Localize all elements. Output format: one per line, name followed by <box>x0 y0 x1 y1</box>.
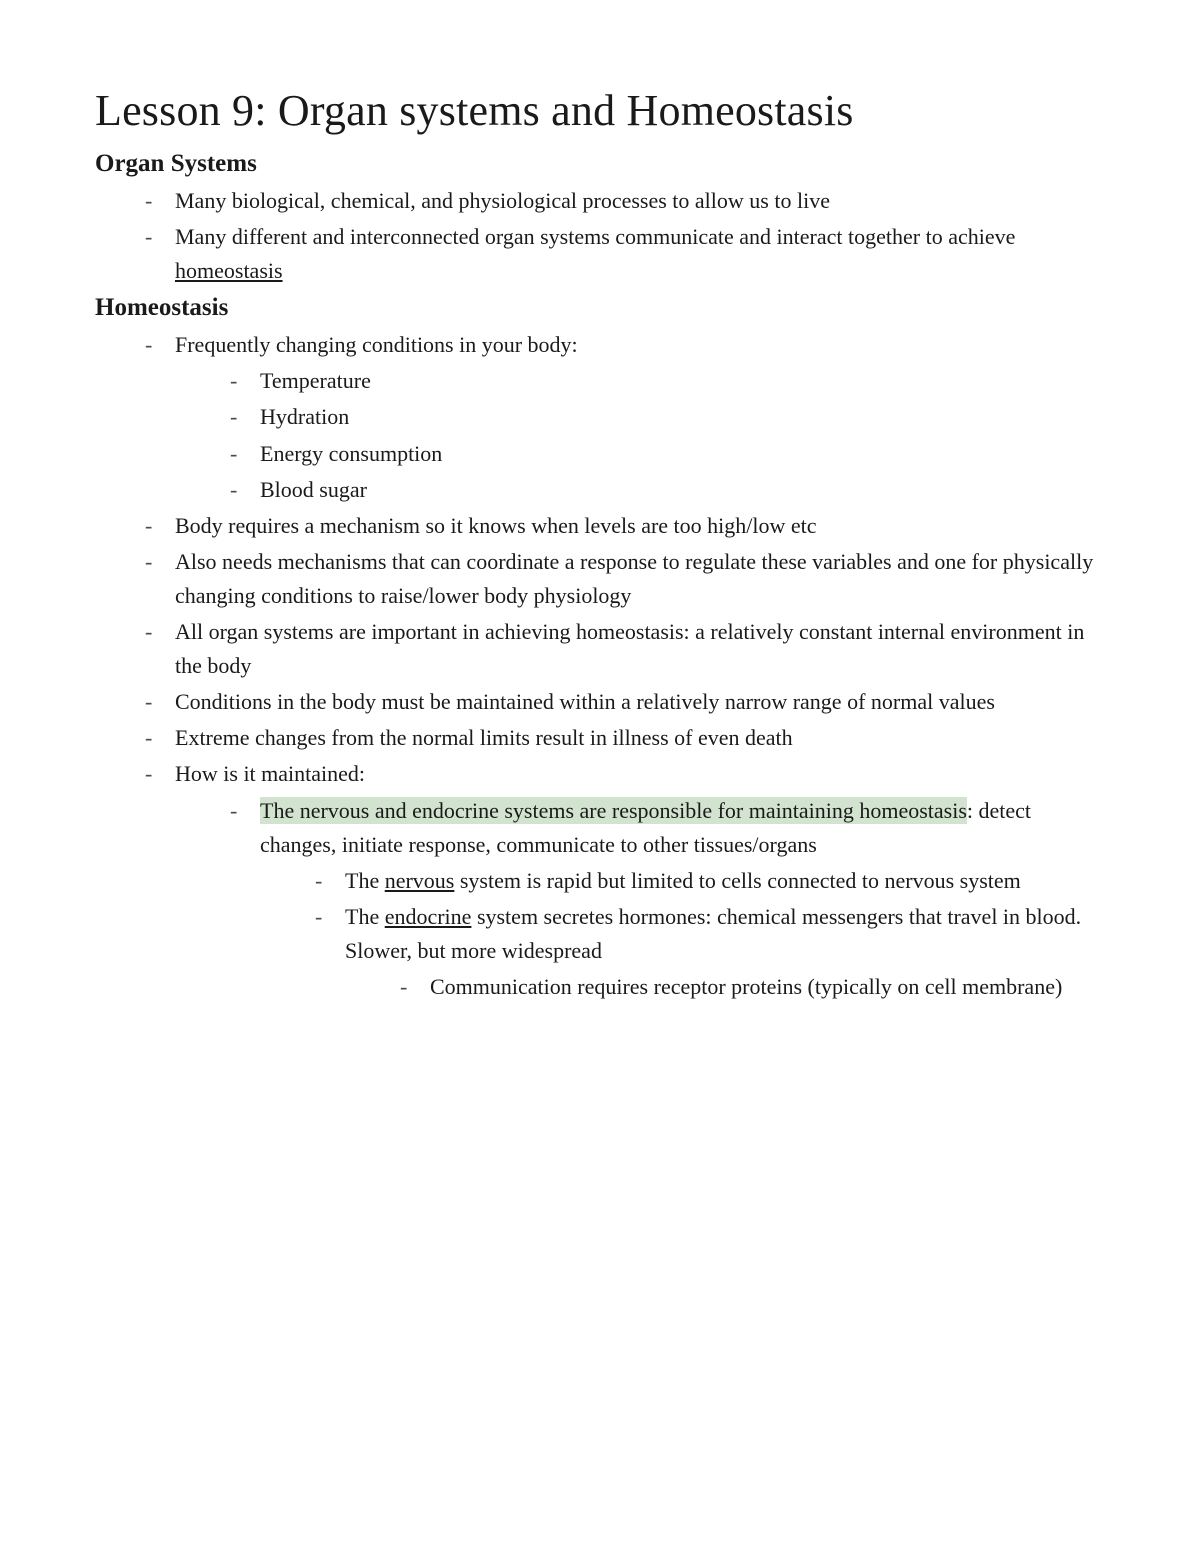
text: How is it maintained: <box>175 761 365 786</box>
text: Many different and interconnected organ … <box>175 224 1015 249</box>
homeostasis-list: Frequently changing conditions in your b… <box>95 328 1105 1004</box>
list-item: Many different and interconnected organ … <box>145 220 1105 288</box>
document-page: Lesson 9: Organ systems and Homeostasis … <box>0 0 1200 1066</box>
list-item: The nervous and endocrine systems are re… <box>230 794 1105 1005</box>
organ-systems-list: Many biological, chemical, and physiolog… <box>95 184 1105 288</box>
section-heading-homeostasis: Homeostasis <box>95 294 1105 322</box>
endocrine-sublist: Communication requires receptor proteins… <box>345 970 1105 1004</box>
list-item: Communication requires receptor proteins… <box>400 970 1105 1004</box>
highlighted-text: The nervous and endocrine systems are re… <box>260 797 967 824</box>
list-item: Temperature <box>230 364 1105 398</box>
underlined-term: homeostasis <box>175 258 283 283</box>
maintained-sublist: The nervous and endocrine systems are re… <box>175 794 1105 1005</box>
conditions-sublist: Temperature Hydration Energy consumption… <box>175 364 1105 506</box>
list-item: Body requires a mechanism so it knows wh… <box>145 509 1105 543</box>
list-item: All organ systems are important in achie… <box>145 615 1105 683</box>
systems-sublist: The nervous system is rapid but limited … <box>260 864 1105 1004</box>
list-item: How is it maintained: The nervous and en… <box>145 757 1105 1004</box>
page-title: Lesson 9: Organ systems and Homeostasis <box>95 85 1105 136</box>
underlined-term: nervous <box>385 868 455 893</box>
list-item: The nervous system is rapid but limited … <box>315 864 1105 898</box>
text: system is rapid but limited to cells con… <box>454 868 1020 893</box>
list-item: Energy consumption <box>230 437 1105 471</box>
list-item: Hydration <box>230 400 1105 434</box>
list-item: Conditions in the body must be maintaine… <box>145 685 1105 719</box>
list-item: Many biological, chemical, and physiolog… <box>145 184 1105 218</box>
text: Frequently changing conditions in your b… <box>175 332 578 357</box>
list-item: Extreme changes from the normal limits r… <box>145 721 1105 755</box>
text: The <box>345 904 385 929</box>
list-item: Blood sugar <box>230 473 1105 507</box>
section-heading-organ-systems: Organ Systems <box>95 150 1105 178</box>
text: The <box>345 868 385 893</box>
list-item: Frequently changing conditions in your b… <box>145 328 1105 506</box>
underlined-term: endocrine <box>385 904 472 929</box>
list-item: Also needs mechanisms that can coordinat… <box>145 545 1105 613</box>
list-item: The endocrine system secretes hormones: … <box>315 900 1105 1004</box>
